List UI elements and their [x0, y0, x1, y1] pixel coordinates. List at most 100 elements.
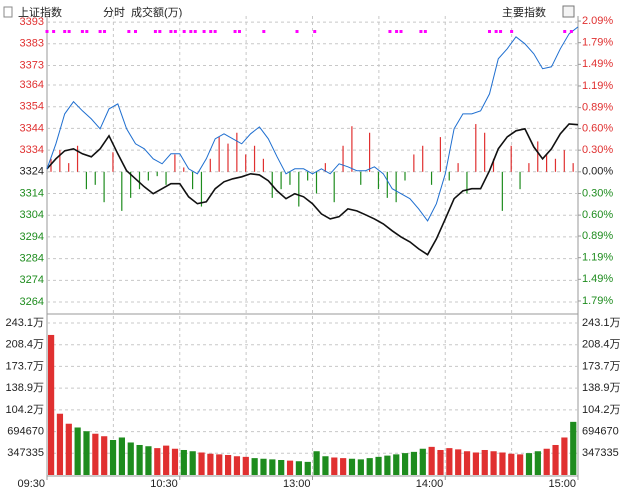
- volume-bar: [340, 458, 347, 475]
- y-tick-label: 3334: [20, 144, 44, 156]
- volume-bar: [304, 461, 311, 475]
- y2-tick-label: 173.7万: [582, 360, 621, 372]
- volume-bar: [136, 444, 143, 475]
- volume-bar: [163, 445, 170, 475]
- y-tick-label: 138.9万: [5, 382, 44, 394]
- y2-tick-label: 0.60%: [582, 209, 613, 221]
- signal-dot: [213, 30, 217, 33]
- signal-dot: [295, 30, 299, 33]
- volume-bar: [463, 451, 471, 475]
- y-tick-label: 3364: [20, 79, 44, 91]
- y-tick-label: 3393: [20, 16, 44, 28]
- volume-bar: [225, 454, 232, 475]
- volume-bar: [393, 454, 400, 475]
- y2-tick-label: 1.79%: [582, 295, 613, 307]
- volume-bar: [322, 456, 329, 475]
- index-title: 上证指数: [18, 5, 62, 19]
- y-tick-label: 208.4万: [5, 339, 44, 351]
- mode-label: 分时: [103, 6, 125, 19]
- volume-bar: [410, 451, 418, 475]
- y2-tick-label: 0.60%: [582, 122, 613, 134]
- volume-bar: [472, 452, 479, 475]
- y2-tick-label: 138.9万: [582, 382, 621, 394]
- y-tick-label: 3383: [20, 38, 44, 50]
- signal-dot: [173, 30, 177, 33]
- volume-bar: [508, 453, 515, 475]
- volume-bar: [56, 413, 64, 475]
- signal-dot: [510, 30, 514, 33]
- volume-bar: [154, 448, 161, 475]
- volume-bar: [455, 449, 462, 475]
- y-tick-label: 3274: [20, 274, 44, 286]
- signal-dot: [80, 30, 84, 33]
- volume-bar: [48, 334, 55, 475]
- signal-dot: [494, 30, 498, 33]
- volume-bar: [65, 423, 72, 475]
- volume-bar: [127, 442, 134, 475]
- signal-dot: [233, 30, 237, 33]
- volume-bar: [233, 456, 241, 475]
- volume-bar: [171, 448, 179, 475]
- x-tick-label: 14:00: [416, 478, 444, 490]
- y-tick-label: 3284: [20, 253, 44, 265]
- signal-dot: [63, 30, 67, 33]
- volume-bar: [428, 446, 435, 475]
- panel-icon: [3, 6, 13, 18]
- volume-bar: [331, 457, 338, 475]
- signal-dot: [419, 30, 423, 33]
- signal-dot: [237, 30, 241, 33]
- signal-dot: [52, 30, 56, 33]
- y-tick-label: 173.7万: [5, 360, 44, 372]
- signal-dot: [67, 30, 71, 33]
- signal-dot: [499, 30, 503, 33]
- signal-dot: [202, 30, 206, 33]
- y2-tick-label: 1.19%: [582, 80, 613, 92]
- y-tick-label: 3304: [20, 209, 44, 221]
- y2-tick-label: 2.09%: [582, 15, 613, 27]
- y-tick-label: 104.2万: [5, 404, 44, 416]
- y2-tick-label: 104.2万: [582, 404, 621, 416]
- volume-bar: [198, 452, 205, 475]
- signal-dot: [189, 30, 193, 33]
- x-tick-label: 10:30: [150, 478, 178, 490]
- y-tick-label: 243.1万: [5, 317, 44, 329]
- signal-dot: [388, 30, 392, 33]
- volume-bar: [216, 454, 223, 475]
- signal-dot: [45, 30, 49, 33]
- index-menu[interactable]: 主要指数: [502, 5, 546, 19]
- volume-bar: [269, 459, 276, 475]
- y2-tick-label: 243.1万: [582, 317, 621, 329]
- signal-dot: [103, 30, 107, 33]
- volume-bar: [384, 455, 391, 475]
- y-tick-label: 3373: [20, 59, 44, 71]
- y-tick-label: 3294: [20, 231, 44, 243]
- menu-toggle[interactable]: [562, 5, 575, 18]
- y-tick-label: 3324: [20, 166, 44, 178]
- y2-tick-label: 208.4万: [582, 339, 621, 351]
- signal-dot: [313, 30, 317, 33]
- signal-dot: [262, 30, 266, 33]
- signal-dot: [134, 30, 137, 33]
- volume-bar: [481, 449, 488, 475]
- y2-tick-label: 1.19%: [582, 252, 613, 264]
- y2-tick-label: 347335: [582, 447, 619, 459]
- volume-bar: [357, 459, 364, 475]
- volume-bar: [499, 452, 506, 475]
- signal-dot: [563, 30, 567, 33]
- y2-tick-label: 0.30%: [582, 144, 613, 156]
- y-tick-label: 347335: [7, 447, 44, 459]
- price-line: [46, 26, 579, 222]
- signal-dot: [423, 30, 427, 33]
- y2-tick-label: 0.89%: [582, 102, 613, 114]
- volume-bar: [348, 458, 356, 475]
- volume-bar: [207, 453, 214, 475]
- signal-dot: [399, 30, 403, 33]
- volume-bar: [251, 458, 258, 475]
- signal-dot: [158, 30, 162, 33]
- volume-bar: [437, 449, 444, 475]
- signal-dot: [169, 30, 173, 33]
- volume-bar: [419, 448, 426, 475]
- y2-tick-label: 0.30%: [582, 187, 613, 199]
